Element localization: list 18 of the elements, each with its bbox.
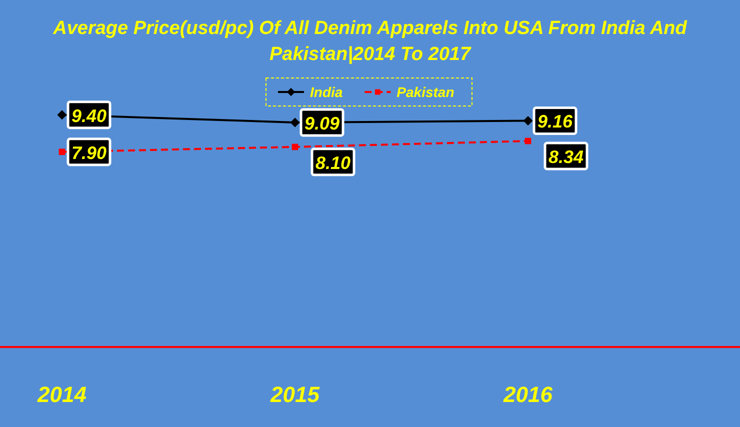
point [290,118,300,128]
x-tick-label: 2016 [502,382,554,407]
legend-label: Pakistan [396,84,454,100]
point [57,110,67,120]
x-tick-label: 2014 [36,382,86,407]
point [523,116,533,126]
point [58,148,66,156]
data-label: 8.34 [548,147,584,167]
chart-title: Average Price(usd/pc) Of All Denim Apparels Into USA From India And Pakistan|2014 To 2017 [52,18,688,65]
data-label: 8.10 [315,152,351,173]
point [292,144,298,150]
data-label: 9.40 [71,106,107,126]
data-label: 9.09 [304,113,340,134]
point [524,138,532,144]
x-tick-label: 2015 [270,382,320,407]
data-label: 9.16 [537,112,574,132]
legend-label: India [310,84,343,100]
data-label: 7.90 [71,142,107,163]
